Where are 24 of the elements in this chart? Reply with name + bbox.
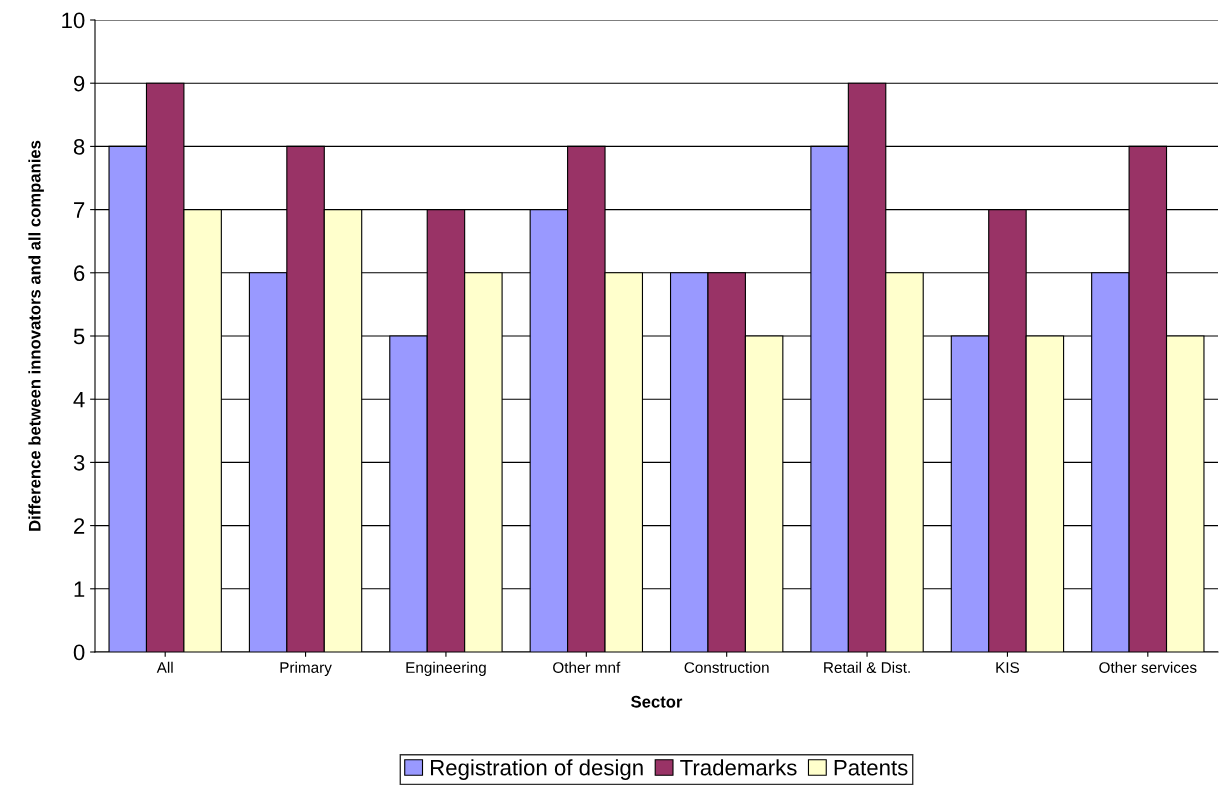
- x-tick-label: Retail & Dist.: [824, 661, 910, 673]
- y-tick-label: 5: [73, 328, 85, 345]
- x-tick-label: Other mnf: [553, 661, 621, 673]
- x-tick-label: Other services: [1099, 661, 1197, 673]
- legend-label: Trademarks: [680, 759, 797, 776]
- y-tick-label: 9: [73, 75, 85, 92]
- y-tick-label: 3: [73, 454, 85, 471]
- x-tick-label: KIS: [996, 662, 1020, 673]
- x-tick-label: All: [156, 661, 173, 673]
- y-tick-label: 6: [74, 265, 85, 282]
- y-tick-label: 1: [74, 581, 85, 597]
- x-axis-title: Sector: [631, 695, 683, 708]
- legend-label: Registration of design: [431, 759, 643, 780]
- y-tick-label: 8: [73, 138, 85, 155]
- y-axis-title: Difference between innovators and all companies: [28, 140, 44, 531]
- y-tick-label: 2: [74, 518, 85, 534]
- y-tick-label: 10: [62, 12, 85, 29]
- x-tick-label: Engineering: [406, 661, 486, 676]
- legend-label: Patents: [834, 760, 908, 776]
- y-tick-label: 0: [73, 644, 85, 661]
- y-tick-label: 7: [74, 202, 85, 218]
- y-tick-label: 4: [73, 391, 85, 408]
- x-tick-label: Primary: [280, 661, 332, 676]
- x-tick-label: Construction: [684, 661, 769, 673]
